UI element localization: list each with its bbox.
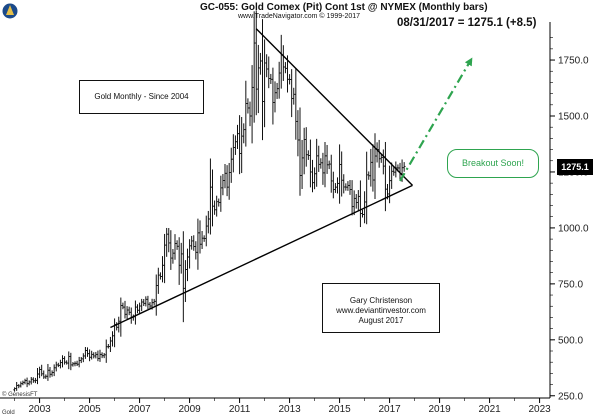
chart-subtitle: www.TradeNavigator.com © 1999-2017 <box>238 13 361 20</box>
author-name: Gary Christenson <box>349 296 413 305</box>
x-tick-label: 2003 <box>28 404 51 415</box>
y-tick-label: 750.0 <box>558 279 583 290</box>
y-tick-label: 500.0 <box>558 335 583 346</box>
x-tick-label: 2011 <box>229 404 251 415</box>
source-label: © GenesisFT <box>2 392 38 398</box>
x-tick-label: 2023 <box>528 404 551 415</box>
author-date: August 2017 <box>358 316 404 325</box>
chart-title: GC-055: Gold Comex (Pit) Cont 1st @ NYME… <box>200 2 488 13</box>
x-tick-label: 2017 <box>378 404 401 415</box>
annotation-box-author: Gary Christenson www.deviantinvestor.com… <box>322 283 440 333</box>
x-tick-label: 2015 <box>328 404 351 415</box>
x-tick-label: 2005 <box>78 404 101 415</box>
symbol-label: Gold <box>2 410 15 416</box>
trendline-resistance <box>255 28 413 186</box>
annotation-box-title: Gold Monthly - Since 2004 <box>79 80 204 114</box>
x-tick-label: 2019 <box>428 404 451 415</box>
price-quote: 08/31/2017 = 1275.1 (+8.5) <box>397 17 537 29</box>
x-tick-label: 2021 <box>478 404 501 415</box>
x-tick-label: 2007 <box>128 404 151 415</box>
y-tick-label: 1000.0 <box>558 223 589 234</box>
y-tick-label: 1500.0 <box>558 112 589 123</box>
x-tick-label: 2009 <box>178 404 201 415</box>
x-tick-label: 2013 <box>278 404 301 415</box>
breakout-callout: Breakout Soon! <box>447 149 539 178</box>
annotation-label: Gold Monthly - Since 2004 <box>94 92 189 101</box>
logo-icon <box>2 2 18 20</box>
y-tick-label: 250.0 <box>558 391 583 402</box>
y-tick-label: 1750.0 <box>558 56 589 67</box>
author-website: www.deviantinvestor.com <box>336 306 426 315</box>
breakout-projection-arrow <box>399 57 473 182</box>
last-price-tag: 1275.1 <box>557 159 593 175</box>
trendline-support <box>110 184 413 329</box>
